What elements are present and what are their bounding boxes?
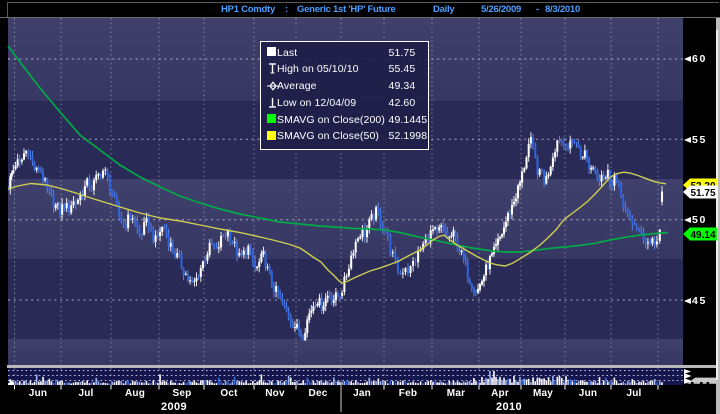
svg-text:49.14: 49.14: [691, 230, 716, 241]
svg-text:51.75: 51.75: [691, 188, 716, 199]
